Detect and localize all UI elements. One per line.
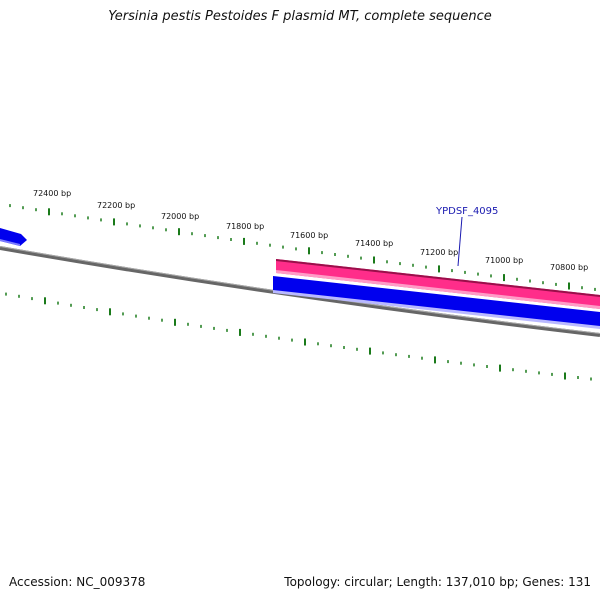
scale-label-72200: 72200 bp (97, 201, 135, 210)
scale-label-71000: 71000 bp (485, 256, 523, 265)
scale-label-72400: 72400 bp (33, 189, 71, 198)
forward-gene-feature-edge (276, 259, 600, 297)
sequence-summary: Topology: circular; Length: 137,010 bp; … (284, 575, 591, 589)
gene-label-ypdsf-4095[interactable]: YPDSF_4095 (435, 206, 498, 217)
forward-gene-feature[interactable] (276, 259, 600, 309)
reverse-gene-feature-shade (273, 290, 600, 329)
lower-scale-ticks (5, 292, 592, 381)
scale-label-71200: 71200 bp (420, 248, 458, 257)
upper-scale-ticks (9, 204, 596, 291)
accession-label: Accession: NC_009378 (9, 575, 146, 589)
reverse-gene-feature[interactable] (273, 276, 600, 327)
scale-label-71800: 71800 bp (226, 222, 264, 231)
reverse-gene-arrow-shade (0, 239, 20, 246)
gene-label-leader (457, 216, 463, 267)
scale-label-72000: 72000 bp (161, 212, 199, 221)
map-title: Yersinia pestis Pestoides F plasmid MT, … (108, 9, 492, 24)
scale-label-71600: 71600 bp (290, 231, 328, 240)
forward-gene-feature-shade (276, 270, 600, 309)
scale-label-70800: 70800 bp (550, 263, 588, 272)
scale-label-71400: 71400 bp (355, 239, 393, 248)
